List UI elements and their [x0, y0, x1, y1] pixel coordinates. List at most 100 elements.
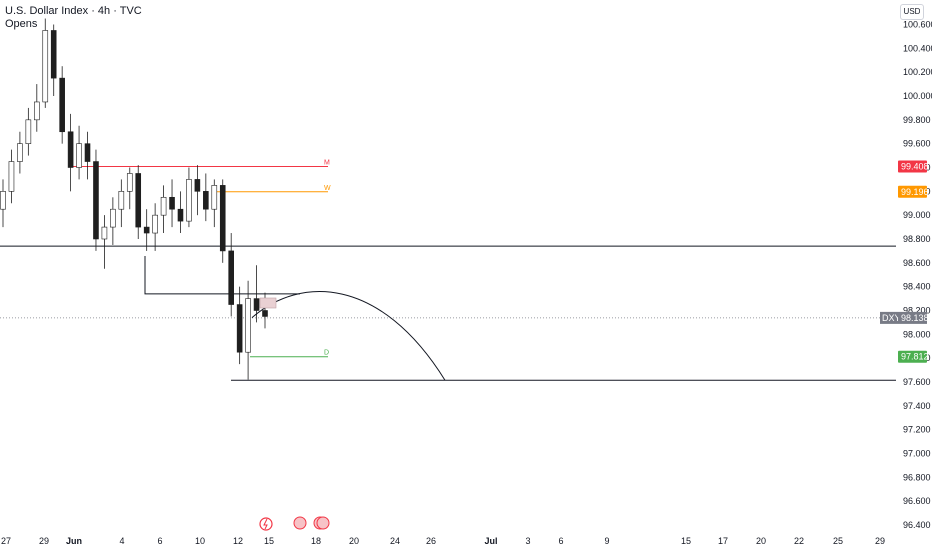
candle-body [177, 208, 184, 222]
candle-body [152, 214, 158, 234]
candle-body [143, 226, 150, 234]
candle[interactable] [211, 179, 218, 228]
candle-body [262, 310, 268, 317]
candle[interactable] [245, 280, 251, 380]
time-tick-label: 3 [525, 536, 530, 546]
us-flag-event-icon-3[interactable] [316, 516, 330, 530]
price-tick-label: 97.600 [903, 377, 931, 387]
price-tag-D [898, 350, 927, 363]
event-icons[interactable] [259, 516, 330, 531]
candle[interactable] [228, 233, 234, 317]
price-tick-label: 97.400 [903, 401, 931, 411]
price-tick-label: 96.800 [903, 472, 931, 482]
chart-title: U.S. Dollar Index · 4h · TVC [5, 5, 142, 17]
price-tag-W [898, 185, 927, 198]
price-tag-label-D: 97.812 [901, 352, 929, 362]
time-tick-label: 17 [718, 536, 728, 546]
time-tick-label: 15 [264, 536, 274, 546]
price-tick-label: 100.000 [903, 91, 932, 101]
candle-body [34, 101, 40, 121]
candle[interactable] [50, 24, 57, 97]
candle[interactable] [93, 149, 99, 251]
candle[interactable] [110, 197, 116, 245]
time-tick-label: Jun [66, 536, 82, 546]
candle-body [59, 77, 65, 133]
candle-body [0, 191, 6, 210]
chart-header: U.S. Dollar Index · 4h · TVC Opens [5, 5, 142, 31]
level-label-W: W [324, 185, 331, 192]
time-tick-label: 20 [756, 536, 766, 546]
candle[interactable] [59, 66, 65, 144]
candle[interactable] [17, 131, 23, 174]
candle[interactable] [177, 191, 184, 234]
time-tick-label: 15 [681, 536, 691, 546]
level-label-M: M [324, 160, 330, 167]
us-flag-event-icon[interactable] [293, 516, 307, 530]
candle[interactable] [152, 203, 158, 251]
candle[interactable] [135, 165, 142, 239]
candle-body [76, 143, 82, 168]
price-tags: 99.408 99.196 97.812 DXY 98.138 [880, 160, 929, 363]
candle[interactable] [118, 179, 125, 228]
candle-body [126, 173, 133, 192]
candle-body [110, 208, 116, 228]
time-tick-label: 29 [39, 536, 49, 546]
candle[interactable] [84, 131, 91, 180]
current-price-tag-label: 98.138 [901, 313, 929, 323]
candle-body [25, 119, 32, 144]
candle[interactable] [25, 107, 32, 156]
candle[interactable] [143, 209, 150, 251]
time-tick-label: 10 [195, 536, 205, 546]
candle[interactable] [34, 84, 40, 132]
marker-box[interactable] [259, 297, 277, 309]
candle-body [211, 185, 218, 210]
flash-event-glyph [263, 518, 268, 530]
candle[interactable] [0, 179, 6, 228]
candle[interactable] [194, 165, 201, 216]
candle[interactable] [76, 125, 82, 180]
candle[interactable] [8, 149, 15, 204]
time-tick-label: 4 [119, 536, 124, 546]
candle[interactable] [186, 167, 192, 228]
candle[interactable] [203, 173, 209, 222]
price-tick-label: 99.600 [903, 139, 931, 149]
candle[interactable] [101, 215, 108, 269]
projection-arc[interactable] [251, 291, 446, 381]
candle[interactable] [126, 167, 133, 210]
time-tick-label: 29 [875, 536, 885, 546]
candles-layer [0, 18, 268, 380]
level-label-D: D [324, 350, 329, 357]
candle-body [253, 298, 260, 311]
candle[interactable] [236, 286, 243, 365]
candle[interactable] [42, 18, 49, 108]
price-tick-label: 98.200 [903, 306, 931, 316]
candle-body [245, 298, 251, 353]
candle[interactable] [169, 179, 175, 228]
candle-body [219, 185, 226, 252]
candle-body [118, 191, 125, 210]
flash-event-icon[interactable] [259, 517, 273, 531]
candle-body [93, 161, 99, 240]
currency-button[interactable]: USD [900, 4, 924, 20]
time-tick-label: 12 [233, 536, 243, 546]
candle[interactable] [253, 265, 260, 323]
symbol-tag-label: DXY [882, 313, 901, 323]
price-tick-label: 100.200 [903, 67, 932, 77]
price-tick-label: 96.400 [903, 520, 931, 530]
time-tick-label: 20 [349, 536, 359, 546]
price-tag-M [898, 160, 927, 173]
candle-body [169, 196, 175, 210]
candle[interactable] [67, 113, 74, 192]
price-tick-label: 100.400 [903, 43, 932, 53]
candle-body [101, 226, 108, 240]
time-tick-label: 27 [1, 536, 11, 546]
candle-body [84, 143, 91, 162]
candle-body [67, 131, 74, 168]
candle-body [135, 173, 142, 228]
price-tick-label: 100.600 [903, 20, 932, 30]
candle-body [194, 179, 201, 192]
candle[interactable] [219, 179, 226, 263]
candle[interactable] [160, 185, 167, 234]
price-tag-label-M: 99.408 [901, 162, 929, 172]
